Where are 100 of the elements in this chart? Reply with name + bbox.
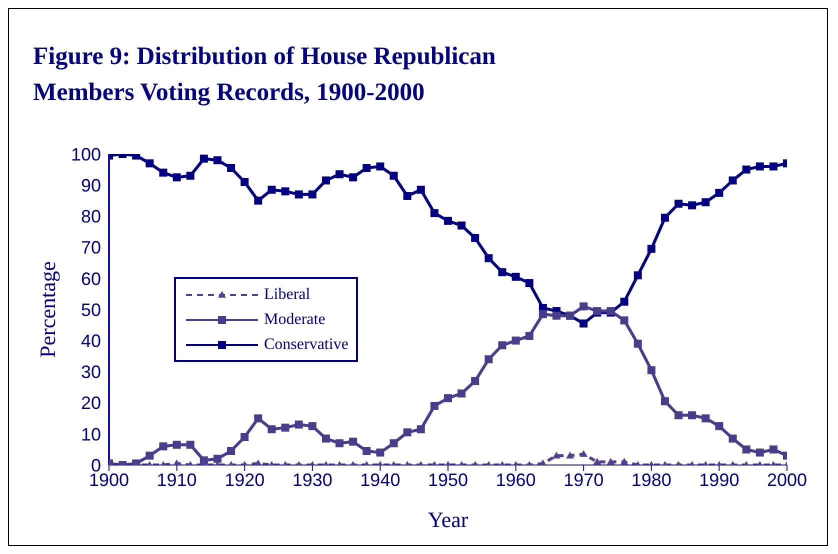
point — [403, 428, 412, 436]
point — [362, 164, 371, 172]
y-tick-label: 20 — [80, 393, 101, 414]
x-tick-label: 1920 — [224, 470, 265, 490]
point — [146, 452, 154, 460]
point — [403, 192, 412, 200]
y-tick-label: 40 — [80, 330, 101, 351]
point — [430, 402, 438, 410]
point — [484, 355, 493, 364]
point — [756, 448, 764, 457]
point — [702, 414, 710, 422]
point — [715, 422, 724, 430]
point — [390, 172, 398, 180]
point — [458, 389, 466, 398]
point — [281, 424, 290, 432]
point — [268, 186, 276, 194]
y-axis-title: Percentage — [34, 261, 60, 358]
point — [159, 442, 168, 450]
x-tick-label: 1990 — [699, 470, 740, 490]
point — [172, 440, 181, 449]
point — [444, 216, 452, 225]
point — [742, 445, 750, 454]
legend-label: Liberal — [264, 286, 310, 304]
y-tick-label: 100 — [70, 144, 101, 164]
point — [294, 190, 303, 198]
point — [146, 159, 154, 168]
point — [688, 201, 696, 210]
point — [471, 234, 480, 242]
point — [674, 411, 683, 420]
y-tick-label: 60 — [80, 268, 101, 289]
point — [498, 268, 506, 276]
point — [728, 434, 737, 443]
point — [769, 162, 778, 170]
point — [390, 439, 398, 448]
point — [349, 173, 358, 182]
point — [308, 422, 316, 430]
point — [376, 448, 384, 457]
point — [552, 452, 560, 458]
y-tick-label: 90 — [80, 175, 101, 196]
point — [458, 222, 466, 230]
x-tick-label: 1960 — [496, 470, 536, 490]
point — [240, 178, 249, 186]
point — [660, 397, 669, 406]
point — [580, 319, 588, 328]
point — [498, 341, 506, 350]
legend-label: Conservative — [264, 336, 348, 354]
point — [336, 439, 344, 448]
point — [620, 298, 628, 306]
point — [580, 450, 588, 457]
point — [769, 445, 778, 454]
point — [376, 162, 384, 170]
point — [172, 173, 181, 182]
y-tick-label: 70 — [80, 238, 101, 258]
point — [430, 209, 438, 218]
point — [620, 458, 628, 465]
point — [186, 440, 194, 449]
point — [349, 438, 358, 446]
x-tick-label: 1950 — [428, 470, 468, 490]
point — [674, 200, 683, 208]
point — [227, 164, 236, 172]
point — [444, 394, 452, 402]
point — [702, 198, 710, 206]
x-tick-label: 2000 — [766, 470, 808, 490]
x-tick-label: 1940 — [360, 470, 400, 490]
point — [715, 188, 724, 197]
x-tick-label: 1910 — [156, 470, 197, 490]
point — [471, 377, 480, 386]
point — [606, 458, 615, 465]
point — [756, 162, 764, 170]
point — [688, 411, 696, 420]
point — [634, 271, 642, 280]
point — [308, 190, 316, 198]
point — [566, 452, 574, 458]
y-tick-label: 80 — [80, 206, 101, 227]
point — [552, 312, 560, 320]
point — [593, 458, 602, 465]
x-tick-label: 1980 — [631, 470, 672, 490]
point — [416, 186, 425, 194]
point — [336, 170, 344, 178]
point — [512, 336, 520, 345]
point — [580, 302, 588, 310]
legend-label: Moderate — [264, 310, 326, 328]
point — [634, 340, 642, 348]
point — [620, 316, 628, 324]
point — [742, 166, 750, 174]
point — [362, 447, 371, 456]
point — [647, 366, 656, 374]
point — [322, 434, 330, 443]
point — [512, 272, 520, 281]
point — [200, 154, 208, 163]
point — [254, 196, 262, 205]
point — [240, 433, 249, 442]
point — [484, 254, 493, 262]
point — [213, 156, 222, 164]
chart-title: Figure 9: Distribution of House Republican Members Voting Records, 1900-2000 — [33, 42, 497, 108]
point — [416, 425, 425, 434]
point — [213, 454, 222, 463]
point — [525, 279, 534, 288]
x-tick-label: 1930 — [292, 470, 332, 490]
point — [186, 172, 194, 180]
